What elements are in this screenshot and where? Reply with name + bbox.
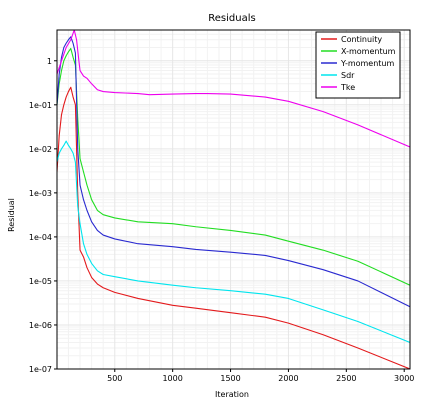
series-line-tke [57,30,410,148]
x-tick-label: 3000 [394,374,414,383]
x-tick-label: 2500 [336,374,356,383]
series-line-sdr [57,140,410,344]
legend: Continuity X-momentum Y-momentum Sdr Tke [315,31,401,99]
x-tick-label: 500 [107,374,122,383]
legend-label: Y-momentum [340,59,395,68]
legend-label: Tke [340,83,355,92]
y-tick-label: 1e-05 [29,277,52,286]
x-axis-ticks: 500 1000 1500 2000 2500 3000 [107,369,414,383]
legend-label: X-momentum [341,47,396,56]
x-axis-label: Iteration [215,390,249,399]
y-tick-label: 1e-04 [29,233,52,242]
series-line-continuity [57,86,410,369]
series-line-x-momentum [57,47,410,286]
x-tick-label: 1500 [220,374,240,383]
y-axis-ticks: 1e-07 1e-06 1e-05 1e-04 1e-03 1e-02 1e-01 1 [29,57,57,374]
y-tick-label: 1e-01 [29,101,52,110]
x-tick-label: 2000 [278,374,298,383]
y-tick-label: 1 [47,57,52,66]
legend-label: Continuity [341,35,382,44]
y-tick-label: 1e-06 [29,321,52,330]
y-tick-label: 1e-02 [29,145,52,154]
y-axis-label: Residual [7,198,16,232]
chart-title: Residuals [208,13,255,24]
series-group [57,30,410,369]
y-tick-label: 1e-03 [29,189,52,198]
series-line-y-momentum [57,36,410,308]
grid [57,30,410,370]
x-tick-label: 1000 [162,374,182,383]
legend-label: Sdr [341,71,355,80]
y-tick-label: 1e-07 [29,365,52,374]
plot-frame [56,29,411,370]
